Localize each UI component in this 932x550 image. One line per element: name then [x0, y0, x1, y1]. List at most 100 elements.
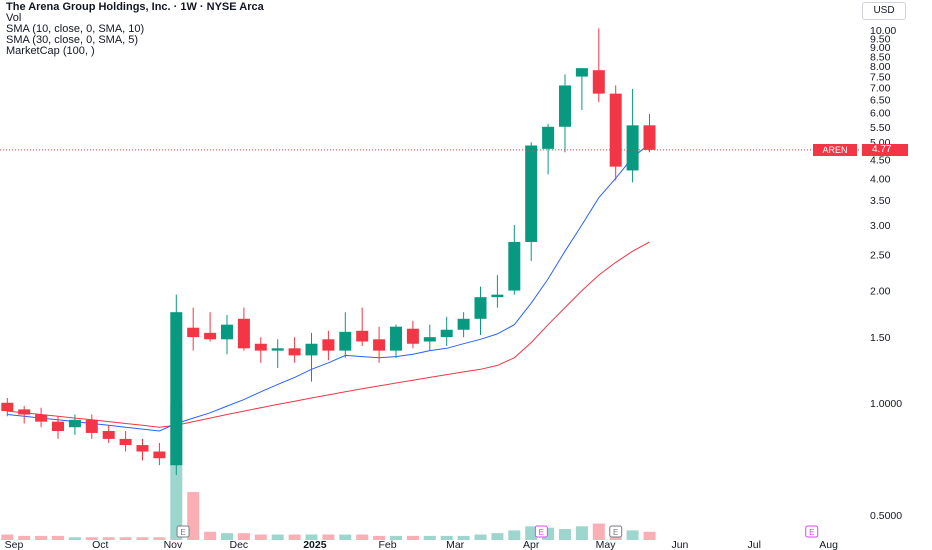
volume-bar	[457, 535, 470, 540]
volume-bar	[68, 537, 81, 540]
candle-body	[68, 419, 81, 428]
price-axis-label: 4.50	[870, 154, 891, 166]
candle-body	[35, 414, 48, 422]
candle-body	[204, 332, 217, 340]
candle-body	[609, 93, 622, 167]
price-axis-label: 10.00	[870, 25, 896, 37]
candle-body	[575, 68, 588, 77]
price-axis-label: 0.5000	[870, 510, 902, 522]
earnings-marker[interactable]	[609, 525, 623, 538]
candle-body	[406, 328, 419, 344]
sma-30-line	[7, 241, 650, 428]
candle-body	[136, 445, 149, 452]
candle-body	[119, 438, 132, 446]
earnings-marker[interactable]	[176, 525, 190, 538]
earnings-marker-label: E	[809, 528, 814, 537]
candle-body	[237, 318, 250, 349]
volume-bar	[406, 535, 419, 540]
volume-bar	[35, 535, 48, 540]
volume-bar	[592, 523, 605, 540]
time-axis-label: 2025	[303, 539, 327, 550]
earnings-marker-label: E	[613, 528, 618, 537]
volume-bar	[237, 533, 250, 540]
volume-indicator-label[interactable]: Vol	[6, 12, 22, 24]
candle-body	[643, 125, 656, 150]
time-axis-label: Jul	[748, 539, 761, 550]
candle-body	[1, 402, 14, 412]
candle-body	[102, 431, 115, 439]
volume-bar	[136, 537, 149, 540]
volume-bar	[575, 526, 588, 540]
price-axis-label: 2.00	[870, 286, 891, 298]
ticker-tag: AREN	[813, 143, 857, 156]
volume-bar	[119, 537, 132, 540]
volume-bar	[187, 492, 200, 540]
earnings-marker-label: E	[539, 528, 544, 537]
volume-bar	[339, 534, 352, 540]
volume-bars	[1, 403, 656, 540]
time-axis-label: Sep	[5, 539, 24, 550]
price-axis-label: 5.50	[870, 122, 891, 134]
candle-body	[423, 337, 436, 342]
candle-body	[474, 297, 487, 319]
symbol-title[interactable]: The Arena Group Holdings, Inc. · 1W · NY…	[6, 1, 264, 13]
price-axis-label: 6.00	[870, 108, 891, 120]
volume-bar	[18, 535, 31, 540]
moving-averages	[7, 143, 650, 432]
volume-bar	[153, 537, 166, 540]
candle-body	[356, 330, 369, 342]
candle-body	[339, 331, 352, 351]
time-axis-label: Apr	[523, 539, 540, 550]
volume-bar	[1, 534, 14, 540]
volume-bar	[508, 530, 521, 540]
candle-body	[440, 329, 453, 338]
price-axis-label: 3.50	[870, 195, 891, 207]
volume-bar	[85, 537, 98, 540]
earnings-marker[interactable]	[534, 525, 548, 538]
earnings-marker[interactable]	[805, 525, 819, 538]
candle-body	[491, 294, 504, 298]
volume-bar	[440, 535, 453, 540]
volume-bar	[390, 535, 402, 540]
candle-body	[18, 409, 31, 415]
candle-body	[592, 70, 605, 94]
candle-body	[254, 343, 267, 351]
volume-bar	[204, 531, 217, 540]
price-axis-label: 8.00	[870, 61, 891, 73]
volume-bar	[305, 534, 318, 540]
price-axis-label: 9.50	[870, 33, 891, 45]
candle-body	[85, 419, 98, 433]
time-axis[interactable]: Sep Oct Nov Dec 2025 Feb Mar Apr May Jun Jul Aug	[5, 539, 838, 550]
sma-10-indicator-label[interactable]: SMA (10, close, 0, SMA, 10)	[6, 23, 145, 35]
time-axis-label: May	[596, 539, 617, 550]
volume-bar	[356, 534, 369, 540]
candlesticks	[1, 28, 656, 476]
earnings-marker-label: E	[180, 528, 185, 537]
volume-bar	[423, 535, 436, 540]
price-axis-label: 2.50	[870, 249, 891, 261]
volume-bar	[221, 533, 233, 540]
price-axis-label: 6.50	[870, 95, 891, 107]
candle-body	[52, 421, 64, 432]
candle-body	[457, 318, 470, 330]
time-axis-label: Nov	[164, 539, 183, 550]
candle-body	[221, 324, 233, 340]
time-axis-label: Mar	[446, 539, 465, 550]
candle-body	[153, 451, 166, 459]
marketcap-indicator-label[interactable]: MarketCap (100, )	[6, 45, 95, 57]
price-axis-label: 9.00	[870, 42, 891, 54]
volume-bar	[254, 534, 267, 540]
chart-legend: The Arena Group Holdings, Inc. · 1W · NY…	[6, 2, 264, 57]
time-axis-label: Jun	[671, 539, 688, 550]
price-axis-label: 7.00	[870, 83, 891, 95]
candle-body	[271, 348, 284, 351]
candle-body	[390, 326, 402, 351]
candle-body	[187, 327, 200, 338]
volume-bar	[525, 526, 538, 540]
price-axis[interactable]: 0.5000 1.0000 1.50 2.00 2.50 3.00 3.50 4.00 4.50…	[870, 25, 902, 522]
price-axis-label: 8.50	[870, 51, 891, 63]
currency-selector-button[interactable]: USD	[862, 2, 906, 20]
sma-30-indicator-label[interactable]: SMA (30, close, 0, SMA, 5)	[6, 34, 139, 46]
volume-bar	[52, 535, 64, 540]
